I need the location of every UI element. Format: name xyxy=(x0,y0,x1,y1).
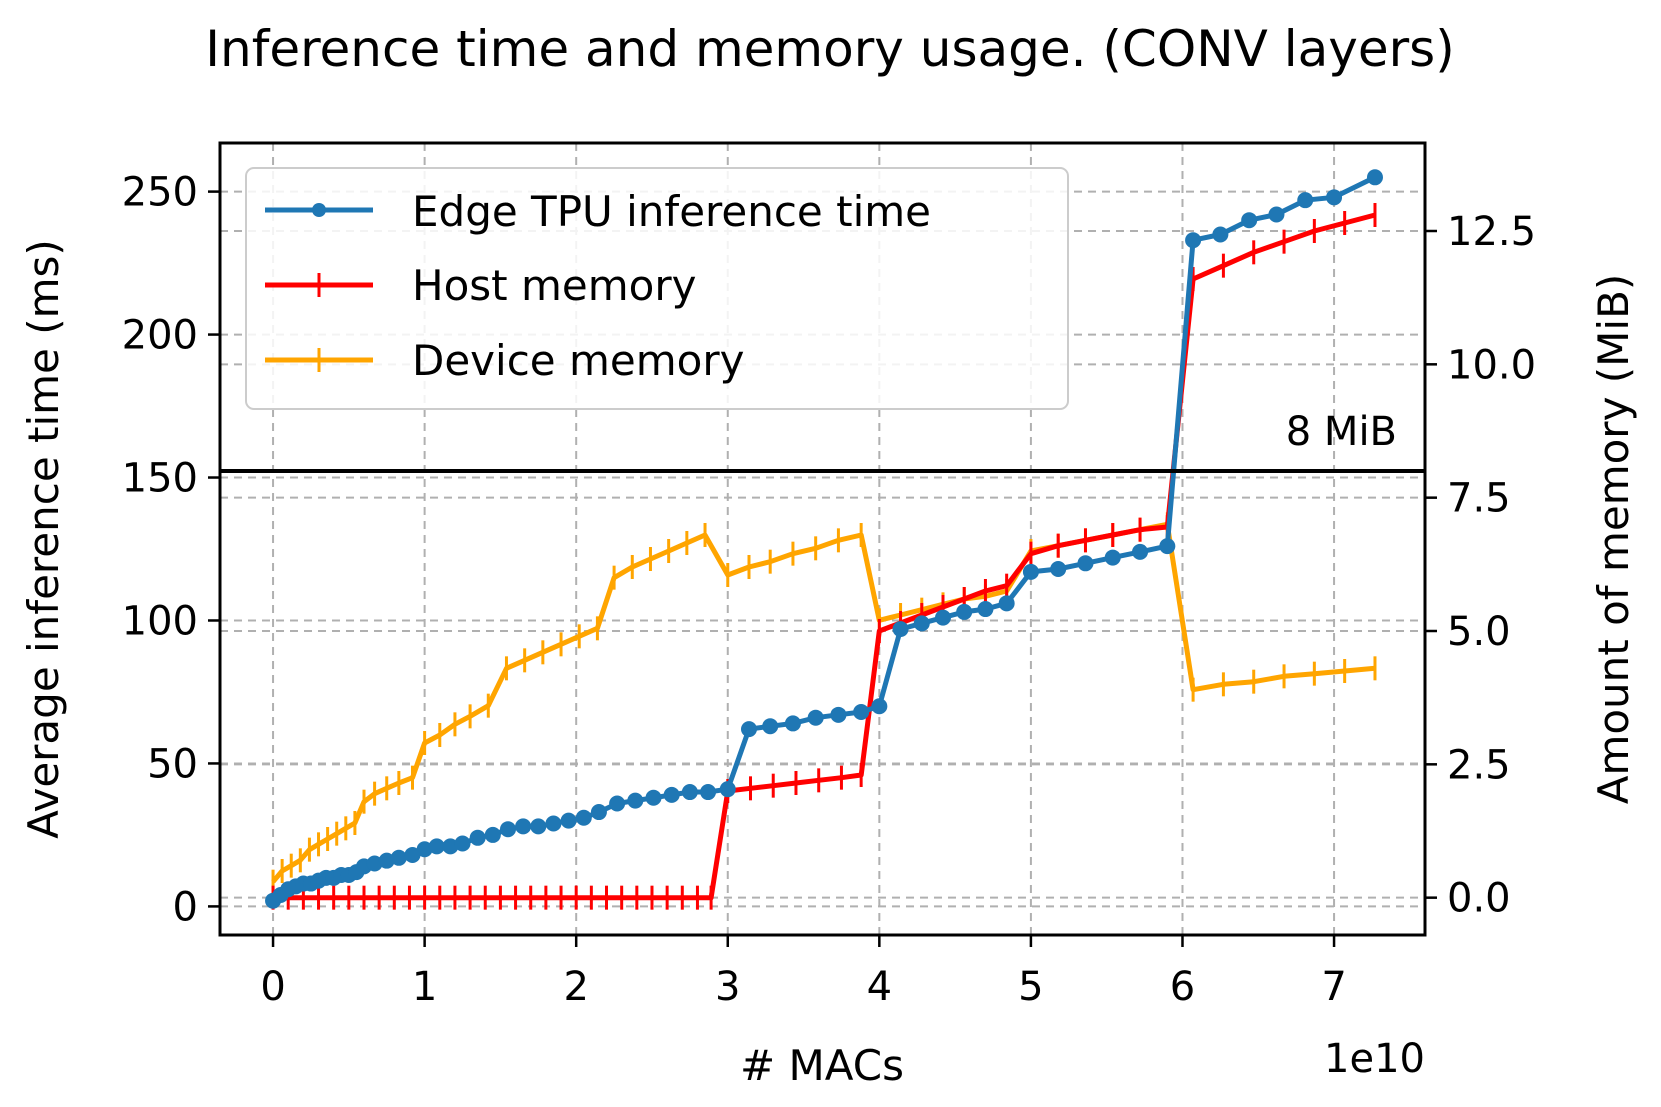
data-point-edge-tpu-inference-time xyxy=(428,838,445,855)
data-point-edge-tpu-inference-time xyxy=(663,786,680,803)
chart-title: Inference time and memory usage. (CONV l… xyxy=(205,20,1454,78)
plot-area-frame xyxy=(218,141,1427,937)
x-tick-label: 7 xyxy=(1321,964,1346,1010)
data-point-edge-tpu-inference-time xyxy=(390,849,407,866)
data-point-edge-tpu-inference-time xyxy=(627,792,644,809)
data-point-edge-tpu-inference-time xyxy=(700,784,717,801)
data-point-edge-tpu-inference-time xyxy=(378,852,395,869)
data-point-edge-tpu-inference-time xyxy=(560,812,577,829)
y-left-tick-label: 50 xyxy=(147,741,198,787)
x-tick-label: 6 xyxy=(1170,964,1195,1010)
data-point-edge-tpu-inference-time xyxy=(935,609,951,626)
data-point-edge-tpu-inference-time xyxy=(545,815,562,832)
x-tick-label: 0 xyxy=(260,964,285,1010)
data-point-edge-tpu-inference-time xyxy=(1268,206,1285,223)
x-tick-label: 5 xyxy=(1018,964,1043,1010)
x-tick-label: 2 xyxy=(563,964,588,1010)
data-point-edge-tpu-inference-time xyxy=(1366,169,1383,186)
data-point-edge-tpu-inference-time xyxy=(530,818,547,835)
data-point-edge-tpu-inference-time xyxy=(807,709,824,726)
data-point-edge-tpu-inference-time xyxy=(1132,543,1149,560)
data-point-edge-tpu-inference-time xyxy=(1050,561,1067,578)
legend-label-device-memory: Device memory xyxy=(412,336,744,385)
data-point-edge-tpu-inference-time xyxy=(515,818,532,835)
x-axis-offset-label: 1e10 xyxy=(1324,1036,1425,1082)
x-tick-label: 1 xyxy=(412,964,437,1010)
data-point-edge-tpu-inference-time xyxy=(416,841,433,858)
data-point-edge-tpu-inference-time xyxy=(913,615,930,632)
y-left-tick-label: 0 xyxy=(173,884,198,930)
data-point-edge-tpu-inference-time xyxy=(871,698,888,715)
legend-label-host-memory: Host memory xyxy=(412,261,696,310)
y-right-tick-label: 5.0 xyxy=(1447,609,1511,655)
data-point-edge-tpu-inference-time xyxy=(366,855,383,872)
legend-box xyxy=(245,167,1069,410)
data-point-edge-tpu-inference-time xyxy=(681,784,698,801)
data-point-edge-tpu-inference-time xyxy=(1326,189,1343,206)
series-line-device-memory xyxy=(271,521,1376,884)
y-left-tick-label: 150 xyxy=(122,456,198,502)
y-right-tick-label: 7.5 xyxy=(1447,476,1511,522)
data-point-edge-tpu-inference-time xyxy=(998,595,1015,612)
data-point-edge-tpu-inference-time xyxy=(499,821,516,838)
data-point-edge-tpu-inference-time xyxy=(892,621,909,638)
data-point-edge-tpu-inference-time xyxy=(719,781,736,798)
data-point-edge-tpu-inference-time xyxy=(590,804,607,821)
y-right-tick-label: 0.0 xyxy=(1447,876,1511,922)
x-tick-label: 3 xyxy=(715,964,740,1010)
data-point-edge-tpu-inference-time xyxy=(454,835,471,852)
y-axis-right-ticks: 0.0 2.5 5.0 7.5 10.0 12.5 xyxy=(1425,209,1536,922)
data-point-edge-tpu-inference-time xyxy=(956,603,973,620)
y-axis-left-ticks: 0 50 100 150 200 250 xyxy=(122,170,220,930)
y-left-tick-label: 250 xyxy=(122,170,198,216)
y-left-tick-label: 200 xyxy=(122,313,198,359)
legend-marker-edge-tpu xyxy=(312,203,326,217)
data-point-edge-tpu-inference-time xyxy=(442,838,459,855)
legend: Edge TPU inference time Host memory Devi… xyxy=(245,167,1069,410)
data-point-edge-tpu-inference-time xyxy=(1212,226,1229,243)
legend-label-edge-tpu: Edge TPU inference time xyxy=(412,187,931,236)
y-right-tick-label: 12.5 xyxy=(1447,209,1536,255)
data-point-edge-tpu-inference-time xyxy=(645,789,662,806)
data-point-edge-tpu-inference-time xyxy=(1077,555,1094,572)
data-point-edge-tpu-inference-time xyxy=(740,721,757,738)
y-right-tick-label: 2.5 xyxy=(1447,742,1511,788)
data-point-edge-tpu-inference-time xyxy=(1159,538,1176,555)
x-axis-ticks: 0 1 2 3 4 5 6 7 xyxy=(260,935,1347,1010)
data-point-edge-tpu-inference-time xyxy=(404,846,421,863)
data-point-edge-tpu-inference-time xyxy=(609,795,626,812)
y-axis-left-label: Average inference time (ms) xyxy=(19,239,68,839)
data-point-edge-tpu-inference-time xyxy=(469,829,486,846)
data-point-edge-tpu-inference-time xyxy=(784,715,801,732)
data-point-edge-tpu-inference-time xyxy=(830,706,847,723)
y-axis-right-label: Amount of memory (MiB) xyxy=(1589,274,1638,805)
data-point-edge-tpu-inference-time xyxy=(1185,232,1202,249)
data-point-edge-tpu-inference-time xyxy=(762,718,779,735)
x-axis-label: # MACs xyxy=(740,1041,904,1090)
series-lines xyxy=(265,169,1383,910)
data-point-edge-tpu-inference-time xyxy=(1104,549,1121,566)
data-point-edge-tpu-inference-time xyxy=(1297,192,1314,209)
data-point-edge-tpu-inference-time xyxy=(1022,563,1039,580)
data-point-edge-tpu-inference-time xyxy=(1241,212,1258,229)
data-point-edge-tpu-inference-time xyxy=(977,601,994,618)
data-point-edge-tpu-inference-time xyxy=(853,703,870,720)
data-point-edge-tpu-inference-time xyxy=(484,826,501,843)
data-point-edge-tpu-inference-time xyxy=(575,809,592,826)
x-tick-label: 4 xyxy=(867,964,892,1010)
reference-line-label: 8 MiB xyxy=(1286,409,1397,455)
y-right-tick-label: 10.0 xyxy=(1447,342,1536,388)
y-left-tick-label: 100 xyxy=(122,598,198,644)
